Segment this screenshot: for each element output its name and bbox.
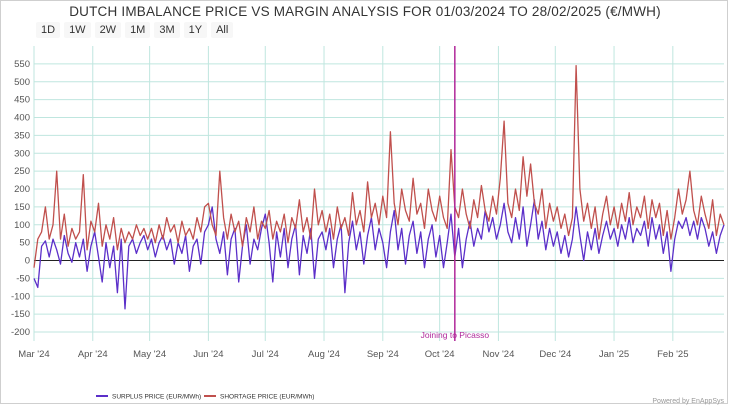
x-tick-label: Aug '24: [308, 349, 340, 360]
x-tick-label: Jul '24: [252, 349, 279, 360]
x-tick-label: Feb '25: [657, 349, 688, 360]
y-tick-label: -100: [11, 291, 30, 302]
picasso-marker-label: Joining to Picasso: [421, 330, 490, 340]
y-tick-label: 0: [25, 256, 30, 267]
x-tick-label: Mar '24: [18, 349, 49, 360]
y-tick-label: 50: [19, 238, 30, 249]
y-tick-label: -50: [16, 273, 30, 284]
x-tick-label: Dec '24: [539, 349, 571, 360]
zoom-button-1w[interactable]: 1W: [64, 22, 91, 38]
zoom-button-3m[interactable]: 3M: [154, 22, 180, 38]
legend-label-shortage: SHORTAGE PRICE (EUR/MWh): [220, 394, 314, 401]
x-tick-label: Jan '25: [599, 349, 629, 360]
surplus-price-line: [33, 199, 725, 310]
x-tick-label: Apr '24: [78, 349, 108, 360]
legend-label-surplus: SURPLUS PRICE (EUR/MWh): [112, 394, 201, 401]
y-tick-label: 500: [14, 77, 30, 88]
y-tick-label: -150: [11, 309, 30, 320]
chart-title: DUTCH IMBALANCE PRICE VS MARGIN ANALYSIS…: [69, 4, 661, 19]
shortage-price-line: [33, 65, 725, 268]
x-tick-label: Jun '24: [193, 349, 223, 360]
y-tick-label: 350: [14, 130, 30, 141]
zoom-button-1m[interactable]: 1M: [125, 22, 151, 38]
y-tick-label: 250: [14, 166, 30, 177]
zoom-selector: 1D 1W 2W 1M 3M 1Y All: [36, 22, 237, 38]
x-tick-label: May '24: [133, 349, 166, 360]
y-tick-label: 450: [14, 95, 30, 106]
x-tick-label: Sep '24: [367, 349, 399, 360]
zoom-button-1d[interactable]: 1D: [36, 22, 61, 38]
y-tick-label: 200: [14, 184, 30, 195]
y-tick-label: 550: [14, 59, 30, 70]
y-tick-label: 400: [14, 113, 30, 124]
plot-area: [34, 46, 724, 341]
credits-text: Powered by EnAppSys: [652, 398, 724, 405]
y-tick-label: 300: [14, 148, 30, 159]
y-tick-label: 150: [14, 202, 30, 213]
x-tick-label: Nov '24: [482, 349, 514, 360]
y-tick-label: -200: [11, 327, 30, 338]
zoom-button-2w[interactable]: 2W: [94, 22, 122, 38]
zoom-button-1y[interactable]: 1Y: [183, 22, 208, 38]
x-tick-label: Oct '24: [425, 349, 455, 360]
zoom-button-all[interactable]: All: [211, 22, 234, 38]
y-tick-label: 100: [14, 220, 30, 231]
